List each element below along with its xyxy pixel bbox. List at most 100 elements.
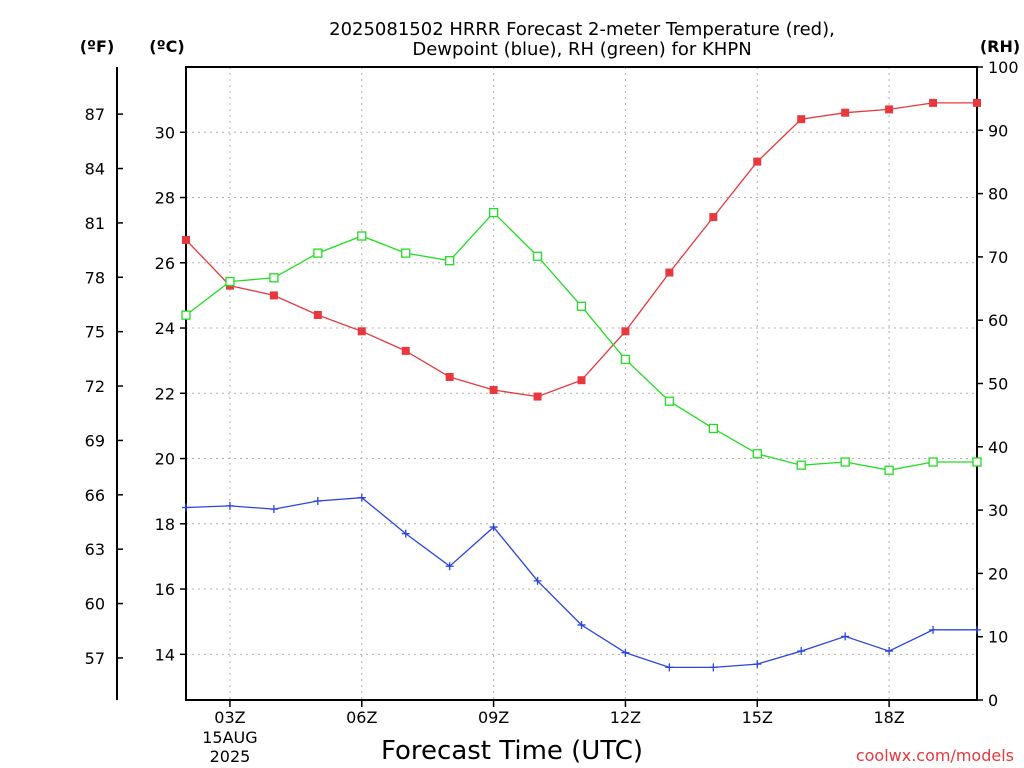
temperature-point bbox=[269, 291, 278, 300]
temperature-point bbox=[709, 213, 718, 222]
series bbox=[181, 98, 982, 672]
dewpoint-point bbox=[533, 576, 542, 585]
x-tick-label: 03Z bbox=[214, 708, 245, 727]
rh-tick-label: 100 bbox=[988, 58, 1019, 77]
dewpoint-point bbox=[709, 663, 718, 672]
fahrenheit-tick-label: 66 bbox=[85, 486, 105, 505]
temperature-point bbox=[929, 98, 938, 107]
rh-point bbox=[752, 449, 762, 459]
temperature-point bbox=[753, 157, 762, 166]
rh-point bbox=[488, 207, 499, 218]
chart-title-line-2: Dewpoint (blue), RH (green) for KHPN bbox=[412, 39, 751, 60]
dewpoint-point bbox=[401, 529, 410, 538]
labels: 2025081502 HRRR Forecast 2-meter Tempera… bbox=[80, 19, 1020, 766]
rh-point bbox=[445, 256, 455, 266]
x-tick-label: 06Z bbox=[346, 708, 377, 727]
rh-point bbox=[972, 457, 982, 467]
celsius-tick-label: 26 bbox=[155, 254, 175, 273]
rh-tick-label: 10 bbox=[988, 628, 1008, 647]
rh-point bbox=[884, 465, 894, 475]
x-tick-label: 18Z bbox=[873, 708, 904, 727]
dewpoint-point bbox=[621, 648, 630, 657]
rh-point bbox=[576, 301, 587, 311]
dewpoint-point bbox=[445, 562, 454, 571]
dewpoint-point bbox=[753, 660, 762, 669]
x-tick-date-label: 2025 bbox=[210, 747, 251, 766]
rh-point bbox=[532, 251, 543, 261]
x-tick-label: 12Z bbox=[610, 708, 641, 727]
dewpoint-point bbox=[841, 632, 850, 641]
fahrenheit-tick-label: 63 bbox=[85, 540, 105, 559]
chart-title-line-1: 2025081502 HRRR Forecast 2-meter Tempera… bbox=[329, 19, 835, 40]
x-tick-label: 15Z bbox=[742, 708, 773, 727]
celsius-tick-label: 16 bbox=[155, 580, 175, 599]
fahrenheit-unit-label: (ºF) bbox=[80, 37, 115, 56]
dewpoint-point bbox=[929, 625, 938, 634]
temperature-point bbox=[621, 327, 630, 336]
temperature-point bbox=[313, 310, 322, 319]
temperature-point bbox=[401, 346, 410, 355]
rh-point bbox=[796, 460, 806, 470]
rh-unit-label: (RH) bbox=[980, 37, 1020, 56]
dewpoint-point bbox=[225, 501, 234, 510]
fahrenheit-tick-label: 81 bbox=[85, 214, 105, 233]
celsius-tick-label: 24 bbox=[155, 319, 175, 338]
rh-tick-label: 20 bbox=[988, 564, 1008, 583]
celsius-tick-label: 28 bbox=[155, 189, 175, 208]
dewpoint-point bbox=[577, 620, 586, 629]
dewpoint-point bbox=[489, 523, 498, 532]
rh-point bbox=[313, 248, 323, 258]
celsius-tick-label: 20 bbox=[155, 450, 175, 469]
rh-point bbox=[357, 231, 367, 241]
rh-tick-label: 50 bbox=[988, 375, 1008, 394]
temperature-point bbox=[885, 105, 894, 114]
temperature-point bbox=[973, 98, 981, 107]
dewpoint-point bbox=[885, 647, 894, 656]
celsius-tick-label: 30 bbox=[155, 123, 175, 142]
rh-tick-label: 70 bbox=[988, 248, 1008, 267]
fahrenheit-tick-label: 84 bbox=[85, 160, 105, 179]
rh-point bbox=[401, 248, 411, 258]
fahrenheit-tick-label: 78 bbox=[85, 268, 105, 287]
x-axis-title: Forecast Time (UTC) bbox=[381, 736, 643, 766]
rh-tick-label: 40 bbox=[988, 438, 1008, 457]
celsius-tick-label: 22 bbox=[155, 384, 175, 403]
temperature-point bbox=[357, 327, 366, 336]
temperature-point bbox=[489, 386, 498, 395]
rh-point bbox=[269, 273, 279, 283]
temperature-point bbox=[665, 268, 674, 277]
rh-tick-label: 0 bbox=[988, 691, 998, 710]
rh-tick-label: 90 bbox=[988, 121, 1008, 140]
temperature-point bbox=[533, 392, 542, 401]
rh-series-line bbox=[185, 211, 977, 471]
rh-tick-label: 80 bbox=[988, 185, 1008, 204]
temperature-point bbox=[445, 372, 454, 381]
dewpoint-point bbox=[797, 647, 806, 656]
rh-point bbox=[620, 354, 631, 365]
site-credit: coolwx.com/models bbox=[856, 746, 1014, 765]
dewpoint-point bbox=[313, 496, 322, 505]
fahrenheit-tick-label: 57 bbox=[85, 649, 105, 668]
dewpoint-point bbox=[182, 503, 190, 512]
dewpoint-point bbox=[973, 625, 981, 634]
dewpoint-point bbox=[357, 493, 366, 502]
x-tick-date-label: 15AUG bbox=[202, 728, 257, 747]
rh-tick-label: 60 bbox=[988, 311, 1008, 330]
temperature-series-line bbox=[185, 102, 977, 398]
rh-point bbox=[708, 423, 718, 434]
rh-point bbox=[928, 457, 938, 467]
celsius-unit-label: (ºC) bbox=[149, 37, 184, 56]
rh-point bbox=[181, 310, 191, 320]
fahrenheit-tick-label: 72 bbox=[85, 377, 105, 396]
temperature-point bbox=[577, 376, 586, 385]
fahrenheit-tick-label: 87 bbox=[85, 105, 105, 124]
fahrenheit-tick-label: 69 bbox=[85, 431, 105, 450]
temperature-point bbox=[797, 115, 806, 124]
rh-point bbox=[664, 396, 675, 406]
rh-point bbox=[840, 457, 850, 467]
celsius-tick-label: 14 bbox=[155, 645, 175, 664]
x-tick-label: 09Z bbox=[478, 708, 509, 727]
temperature-point bbox=[182, 235, 190, 244]
celsius-tick-label: 18 bbox=[155, 515, 175, 534]
